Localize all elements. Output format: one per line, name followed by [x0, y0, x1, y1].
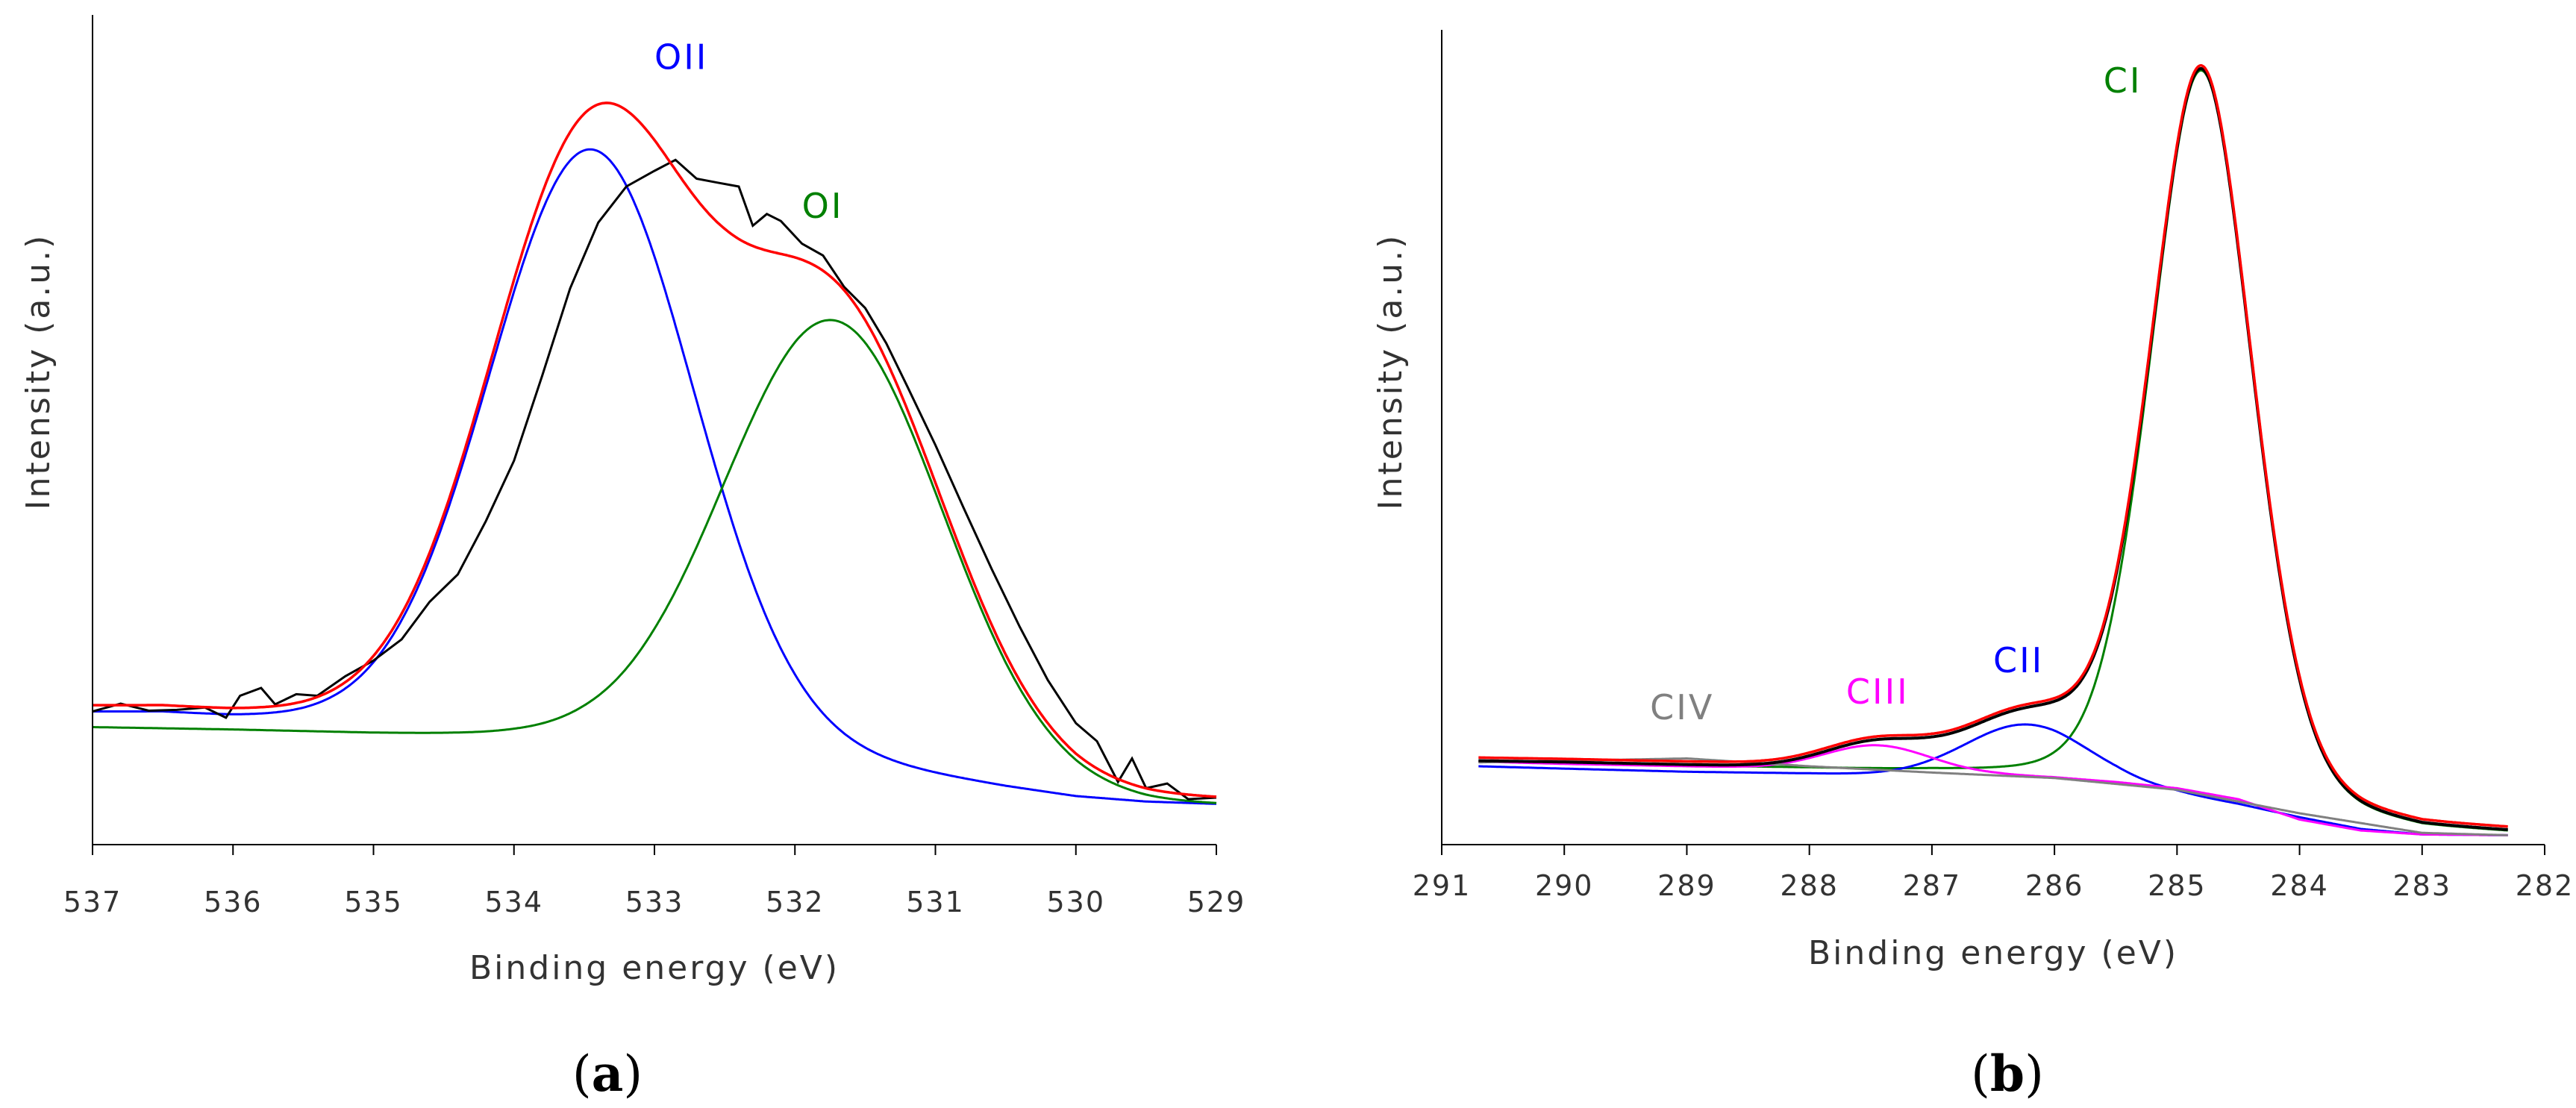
panel-b-x-tick-label-291: 291	[1413, 869, 1472, 902]
panel-b-plot-area	[1478, 64, 2508, 836]
panel-b-x-axis-label: Binding energy (eV)	[1808, 934, 2178, 972]
panel-b-caption-letter: b	[1990, 1045, 2025, 1103]
panel-b-y-axis-label: Intensity (a.u.)	[1372, 234, 1410, 510]
panel-b-series-cii	[1478, 723, 2508, 836]
panel-a-peak-label-oi: OI	[802, 186, 844, 226]
panel-a-x-tick-label-531: 531	[906, 886, 965, 918]
panel-a-x-tick-label-533: 533	[625, 886, 684, 918]
panel-a-x-tick-label-532: 532	[766, 886, 825, 918]
panel-b-x-tick-label-282: 282	[2516, 869, 2575, 902]
panel-a-series-oii	[93, 148, 1217, 805]
panel-a-y-axis-label: Intensity (a.u.)	[19, 234, 57, 510]
panel-b-x-tick-label-287: 287	[1903, 869, 1962, 902]
panel-a-x-tick-label-530: 530	[1046, 886, 1105, 918]
panel-a-x-tick-label-529: 529	[1187, 886, 1246, 918]
panel-a-peak-label-oii: OII	[654, 37, 708, 78]
panel-b-caption: (b)	[1971, 1045, 2044, 1103]
panel-b-x-tick-label-288: 288	[1780, 869, 1839, 902]
panel-a-caption-letter: a	[592, 1045, 624, 1103]
panel-b-x-tick-label-289: 289	[1657, 869, 1716, 902]
panel-a-x-axis-label: Binding energy (eV)	[469, 949, 840, 987]
panel-a-series-oi	[93, 319, 1217, 804]
panel-b-peak-label-ciii: CIII	[1846, 672, 1910, 712]
panel-a-x-tick-label-537: 537	[63, 886, 122, 918]
panel-b-peak-label-ci: CI	[2104, 60, 2142, 101]
panel-a-plot-area	[92, 101, 1217, 805]
panel-b-series-civ	[1478, 757, 2508, 836]
panel-b-x-tick-label-284: 284	[2270, 869, 2329, 902]
panel-b-series-ciii	[1478, 744, 2508, 836]
panel-b: 291 290 289 288 287 286 285 284 283 282 Binding e…	[1372, 30, 2575, 1103]
panel-b-peak-label-cii: CII	[1993, 640, 2044, 680]
panel-b-x-tick-label-286: 286	[2025, 869, 2084, 902]
panel-a-caption: (a)	[572, 1045, 643, 1103]
panel-b-x-tick-label-283: 283	[2393, 869, 2452, 902]
panel-b-peak-label-civ: CIV	[1650, 687, 1714, 727]
panel-a: 537 536 535 534 533 532 531 530 529 Binding ener…	[19, 15, 1246, 1103]
panel-b-x-tick-label-285: 285	[2148, 869, 2207, 902]
panel-a-x-tick-label-535: 535	[344, 886, 403, 918]
panel-a-series-experimental	[92, 158, 1217, 801]
panel-b-x-tick-label-290: 290	[1535, 869, 1594, 902]
panel-b-x-ticks: 291 290 289 288 287 286 285 284 283 282	[1413, 845, 2575, 902]
panel-a-peak-labels: OII OI	[654, 37, 844, 227]
panel-b-peak-labels: CI CII CIII CIV	[1650, 60, 2142, 727]
panel-b-series-experimental	[1478, 67, 2508, 831]
panel-a-x-tick-label-534: 534	[484, 886, 543, 918]
panel-a-x-ticks: 537 536 535 534 533 532 531 530 529	[63, 845, 1246, 918]
panel-a-series-fit	[93, 101, 1217, 798]
panel-b-series-fit	[1478, 64, 2508, 828]
panel-a-x-tick-label-536: 536	[204, 886, 263, 918]
